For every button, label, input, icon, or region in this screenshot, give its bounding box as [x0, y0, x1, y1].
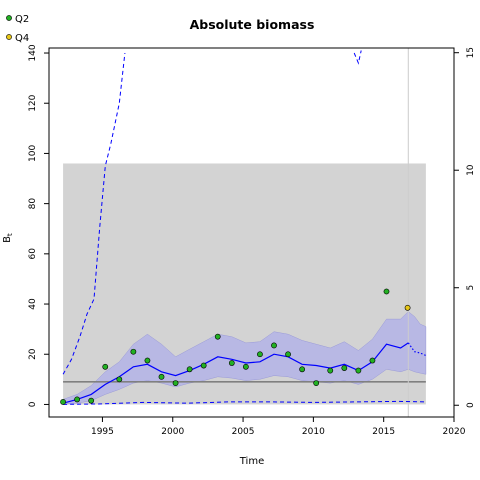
observation-point-q2	[74, 396, 81, 403]
observation-point-q2	[144, 357, 151, 364]
observation-point-q2	[130, 348, 137, 355]
observation-point-q2	[200, 362, 207, 369]
y2-tick-label: 15	[466, 47, 476, 58]
observation-point-q2	[271, 342, 277, 349]
plot-content	[60, 48, 427, 417]
y-tick-label: 80	[28, 198, 38, 210]
plot-frame	[48, 47, 455, 418]
y2-tick-label: 0	[466, 402, 476, 408]
observation-point-q2	[88, 397, 95, 404]
x-tick-label: 2010	[302, 427, 325, 437]
y-tick-label: 60	[28, 248, 38, 260]
y-axis-label-main: B	[2, 236, 13, 243]
y-tick-label: 140	[28, 44, 38, 61]
observation-point-q2	[313, 380, 320, 387]
y-tick-label: 40	[28, 298, 38, 310]
observation-point-q2	[242, 363, 249, 370]
observation-point-q2	[228, 360, 235, 366]
legend-marker-q4	[6, 34, 12, 40]
observation-point-q2	[285, 351, 291, 358]
x-tick-label: 2015	[372, 427, 395, 437]
y-tick-label: 20	[28, 348, 38, 360]
x-tick-label: 1995	[91, 427, 114, 437]
upper-dashed-line	[62, 52, 126, 375]
y-tick-label: 0	[28, 401, 38, 407]
y2-tick-label: 10	[466, 164, 476, 176]
axes: 1995 2000 2005 2010 2015 20200204060801001201…	[28, 44, 476, 437]
x-tick-label: 2000	[161, 427, 184, 437]
observation-point-q2	[214, 333, 221, 340]
observation-point-q2	[299, 366, 306, 373]
legend-marker-q2	[6, 15, 12, 21]
y-tick-label: 100	[28, 145, 38, 162]
y-axis-label: Bt	[2, 233, 14, 243]
observation-point-q4	[404, 304, 411, 311]
observation-point-q2	[355, 367, 362, 374]
y2-tick-label: 5	[466, 285, 476, 291]
y-axis-label-subscript: t	[6, 233, 14, 236]
y-tick-label: 120	[28, 94, 38, 111]
observation-point-q2	[383, 288, 390, 295]
x-axis-label: Time	[239, 456, 264, 467]
plot-area	[60, 48, 427, 417]
observation-point-q2	[158, 373, 165, 380]
chart-title: Absolute biomass	[190, 17, 315, 32]
observation-point-q2	[257, 351, 263, 358]
observation-point-q2	[102, 363, 109, 370]
observation-point-q2	[369, 357, 376, 364]
x-tick-label: 2005	[232, 427, 255, 437]
x-tick-label: 2020	[443, 427, 466, 437]
legend-label-q2: Q2	[15, 14, 29, 25]
observation-point-q2	[172, 380, 179, 387]
legend-label-q4: Q4	[15, 33, 29, 44]
observation-point-q2	[60, 399, 66, 405]
legend: Q2 Q4	[6, 14, 29, 44]
observation-point-q2	[116, 376, 123, 383]
upper-dashed-line-tail	[353, 50, 362, 65]
observation-point-q2	[327, 367, 334, 374]
observation-point-q2	[186, 366, 193, 373]
observation-point-q2	[341, 365, 348, 371]
